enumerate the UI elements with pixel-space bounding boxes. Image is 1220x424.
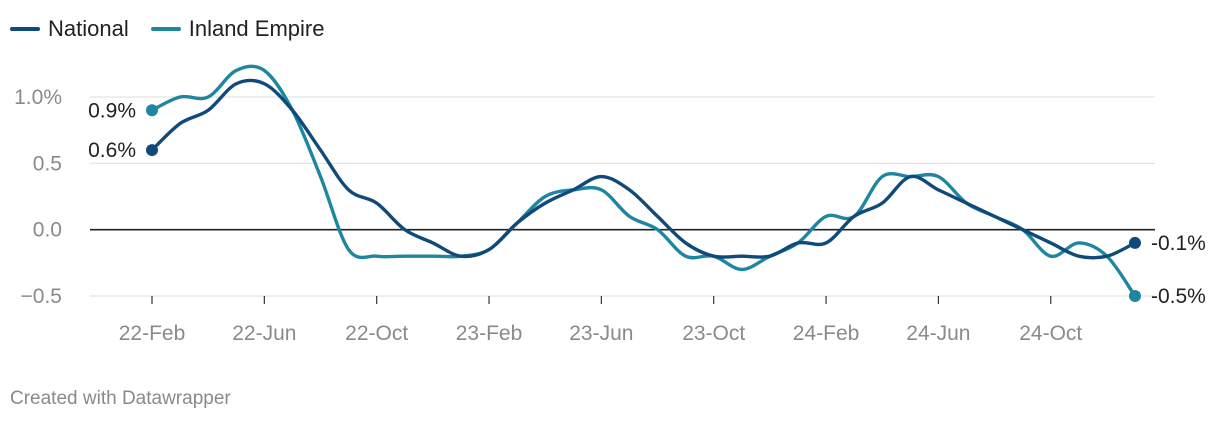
start-point-national — [146, 144, 158, 157]
x-tick-label: 23-Feb — [456, 322, 523, 345]
x-tick-label: 24-Jun — [906, 322, 970, 345]
series-line-national — [150, 78, 1137, 260]
x-tick-label: 23-Oct — [682, 322, 745, 345]
legend-swatch-national — [10, 27, 40, 31]
line-chart: 1.0% 0.5 0.0 −0.5 22-Feb 22-Jun 22-Oct 23-Feb 23… — [14, 64, 1206, 345]
x-tick-label: 22-Jun — [232, 322, 296, 345]
end-point-national — [1129, 236, 1141, 249]
end-point-inland-empire — [1129, 290, 1141, 302]
y-tick-label: 0.5 — [33, 152, 62, 175]
start-point-inland-empire — [146, 104, 158, 117]
x-tick-label: 24-Oct — [1019, 322, 1082, 345]
x-tick-label: 24-Feb — [793, 322, 860, 345]
legend-item-national: National — [10, 16, 129, 42]
start-label-national: 0.6% — [88, 139, 136, 162]
x-tick-label: 23-Jun — [569, 322, 633, 345]
series-line-inland-empire — [150, 64, 1137, 298]
x-tick-label: 22-Oct — [345, 322, 408, 345]
y-tick-label: 1.0% — [14, 86, 62, 109]
chart-legend: National Inland Empire — [10, 16, 324, 42]
end-label-national: -0.1% — [1151, 232, 1206, 255]
legend-swatch-inland-empire — [150, 27, 181, 31]
end-label-inland-empire: -0.5% — [1151, 285, 1206, 308]
legend-label-national: National — [48, 16, 129, 41]
x-tick-label: 22-Feb — [119, 322, 186, 345]
credit-text: Created with Datawrapper — [10, 388, 231, 409]
y-tick-label: −0.5 — [21, 285, 62, 308]
legend-label-inland-empire: Inland Empire — [188, 16, 325, 41]
y-tick-label: 0.0 — [33, 219, 62, 242]
legend-item-inland-empire: Inland Empire — [150, 16, 325, 42]
start-label-inland-empire: 0.9% — [88, 99, 136, 122]
